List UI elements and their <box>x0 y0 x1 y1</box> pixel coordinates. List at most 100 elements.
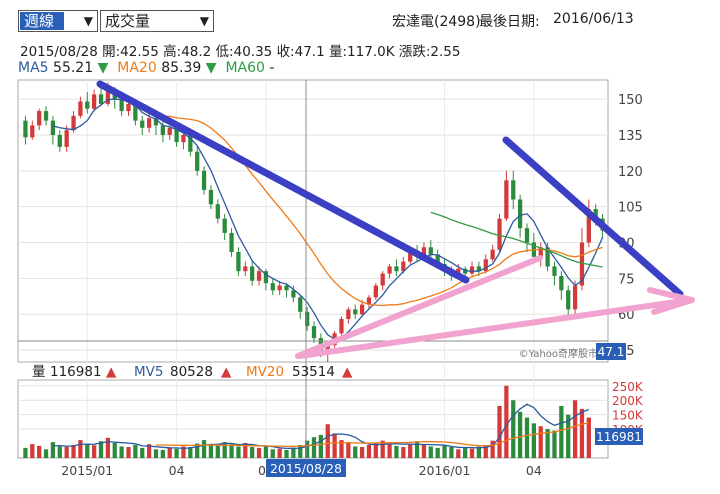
mv20-value: 53514 <box>292 364 335 380</box>
candle-body <box>229 232 234 253</box>
volume-bar <box>366 445 372 458</box>
volume-bar <box>449 447 454 458</box>
volume-bar <box>339 440 344 458</box>
candle-body <box>387 266 392 274</box>
candle-body <box>174 127 179 143</box>
candle-body <box>43 111 49 121</box>
volume-bar <box>552 430 557 458</box>
period-select-value: 週線 <box>20 12 65 30</box>
candle-body <box>538 247 543 257</box>
volume-bar <box>92 445 97 458</box>
date-tag-text: 2015/08/28 <box>270 461 342 476</box>
volume-bar <box>112 442 117 458</box>
candle-body <box>215 204 220 219</box>
candle-body <box>566 290 571 310</box>
volume-bar <box>566 414 571 458</box>
volume-bar <box>146 444 152 458</box>
volume-bar <box>57 446 62 458</box>
high-value: 48.2 <box>181 44 212 60</box>
volume-tick-label: 150K <box>612 409 644 423</box>
price-tick-label: 150 <box>618 93 643 108</box>
candle-body <box>78 101 83 116</box>
price-tick-label: 120 <box>618 165 643 180</box>
candle-body <box>256 271 262 281</box>
candle-body <box>188 134 193 152</box>
candle-body <box>85 101 90 109</box>
ma5-label: MA5 <box>18 60 49 76</box>
volume-bar <box>579 408 585 458</box>
candle-body <box>167 127 172 135</box>
low-label: 低: <box>215 44 234 60</box>
period-select[interactable]: 週線 ▼ <box>18 10 98 32</box>
volume-bar <box>401 447 406 458</box>
candle-body <box>277 285 282 291</box>
candle-body <box>30 125 35 138</box>
candle-body <box>408 252 413 262</box>
ma60-line <box>430 211 603 268</box>
candle-body <box>552 266 557 276</box>
vol-up-arrow-icon: ▲ <box>106 364 117 380</box>
ma5-value: 55.21 <box>53 60 94 76</box>
volume-bar <box>153 449 159 458</box>
volume-bar <box>37 445 42 458</box>
volume-bar <box>188 447 193 458</box>
candle-body <box>353 309 358 315</box>
volume-bar <box>497 406 502 458</box>
volume-bar <box>195 443 200 458</box>
candle-body <box>153 118 159 126</box>
candle-body <box>133 103 138 121</box>
ma20-down-arrow-icon: ▼ <box>205 60 217 76</box>
volume-ma-lines <box>52 403 590 450</box>
volume-bar <box>318 434 324 458</box>
open-label: 開: <box>102 44 121 60</box>
candle-body <box>298 297 303 312</box>
candle-body <box>421 247 427 257</box>
ma60-value: - <box>269 60 275 76</box>
candle-body <box>291 290 296 298</box>
mv5-value: 80528 <box>170 364 213 380</box>
volume-bar <box>215 445 220 458</box>
low-value: 40.35 <box>233 44 273 60</box>
candle-body <box>435 254 440 265</box>
volume-bar <box>435 447 440 458</box>
chevron-down-icon: ▼ <box>199 14 209 28</box>
volume-legend: 量 116981 ▲ MV5 80528 ▲ MV20 53514 ▲ <box>32 364 353 380</box>
volume-value: 117.0K <box>347 44 395 60</box>
vol-label: 量 <box>32 364 46 380</box>
mv20-label: MV20 <box>246 364 284 380</box>
mv5-label: MV5 <box>134 364 163 380</box>
volume-bar <box>298 445 303 458</box>
mv5-line <box>52 403 590 450</box>
candle-body <box>373 285 378 298</box>
price-tick-label: 75 <box>618 272 635 287</box>
volume-bar <box>64 447 69 458</box>
volume-bar <box>394 445 399 458</box>
ma5-line <box>52 98 604 340</box>
candle-body <box>394 266 399 272</box>
volume-bar <box>222 442 227 458</box>
volume-bar <box>359 447 365 458</box>
volume-bar <box>201 440 207 458</box>
volume-bar <box>380 440 385 458</box>
volume-bar <box>408 443 413 458</box>
volume-bar <box>236 446 241 458</box>
volume-bar <box>85 443 90 458</box>
volume-bar <box>586 417 591 458</box>
trend-line-upper-right <box>502 136 684 298</box>
indicator-select[interactable]: 成交量 ▼ <box>100 10 214 32</box>
volume-bar <box>78 440 83 458</box>
volume-bar <box>538 426 543 458</box>
volume-label: 量: <box>328 44 348 60</box>
candle-body <box>559 275 564 291</box>
volume-bar <box>181 446 186 458</box>
volume-tag-text: 116981 <box>596 430 642 444</box>
price-tick-label: 105 <box>618 201 643 216</box>
volume-bar <box>291 447 296 458</box>
volume-bar <box>325 424 330 458</box>
volume-bar <box>476 446 482 458</box>
change-label: 漲跌: <box>398 44 431 60</box>
volume-bar <box>229 444 234 458</box>
volume-bar <box>428 446 433 458</box>
candle-body <box>346 309 351 319</box>
